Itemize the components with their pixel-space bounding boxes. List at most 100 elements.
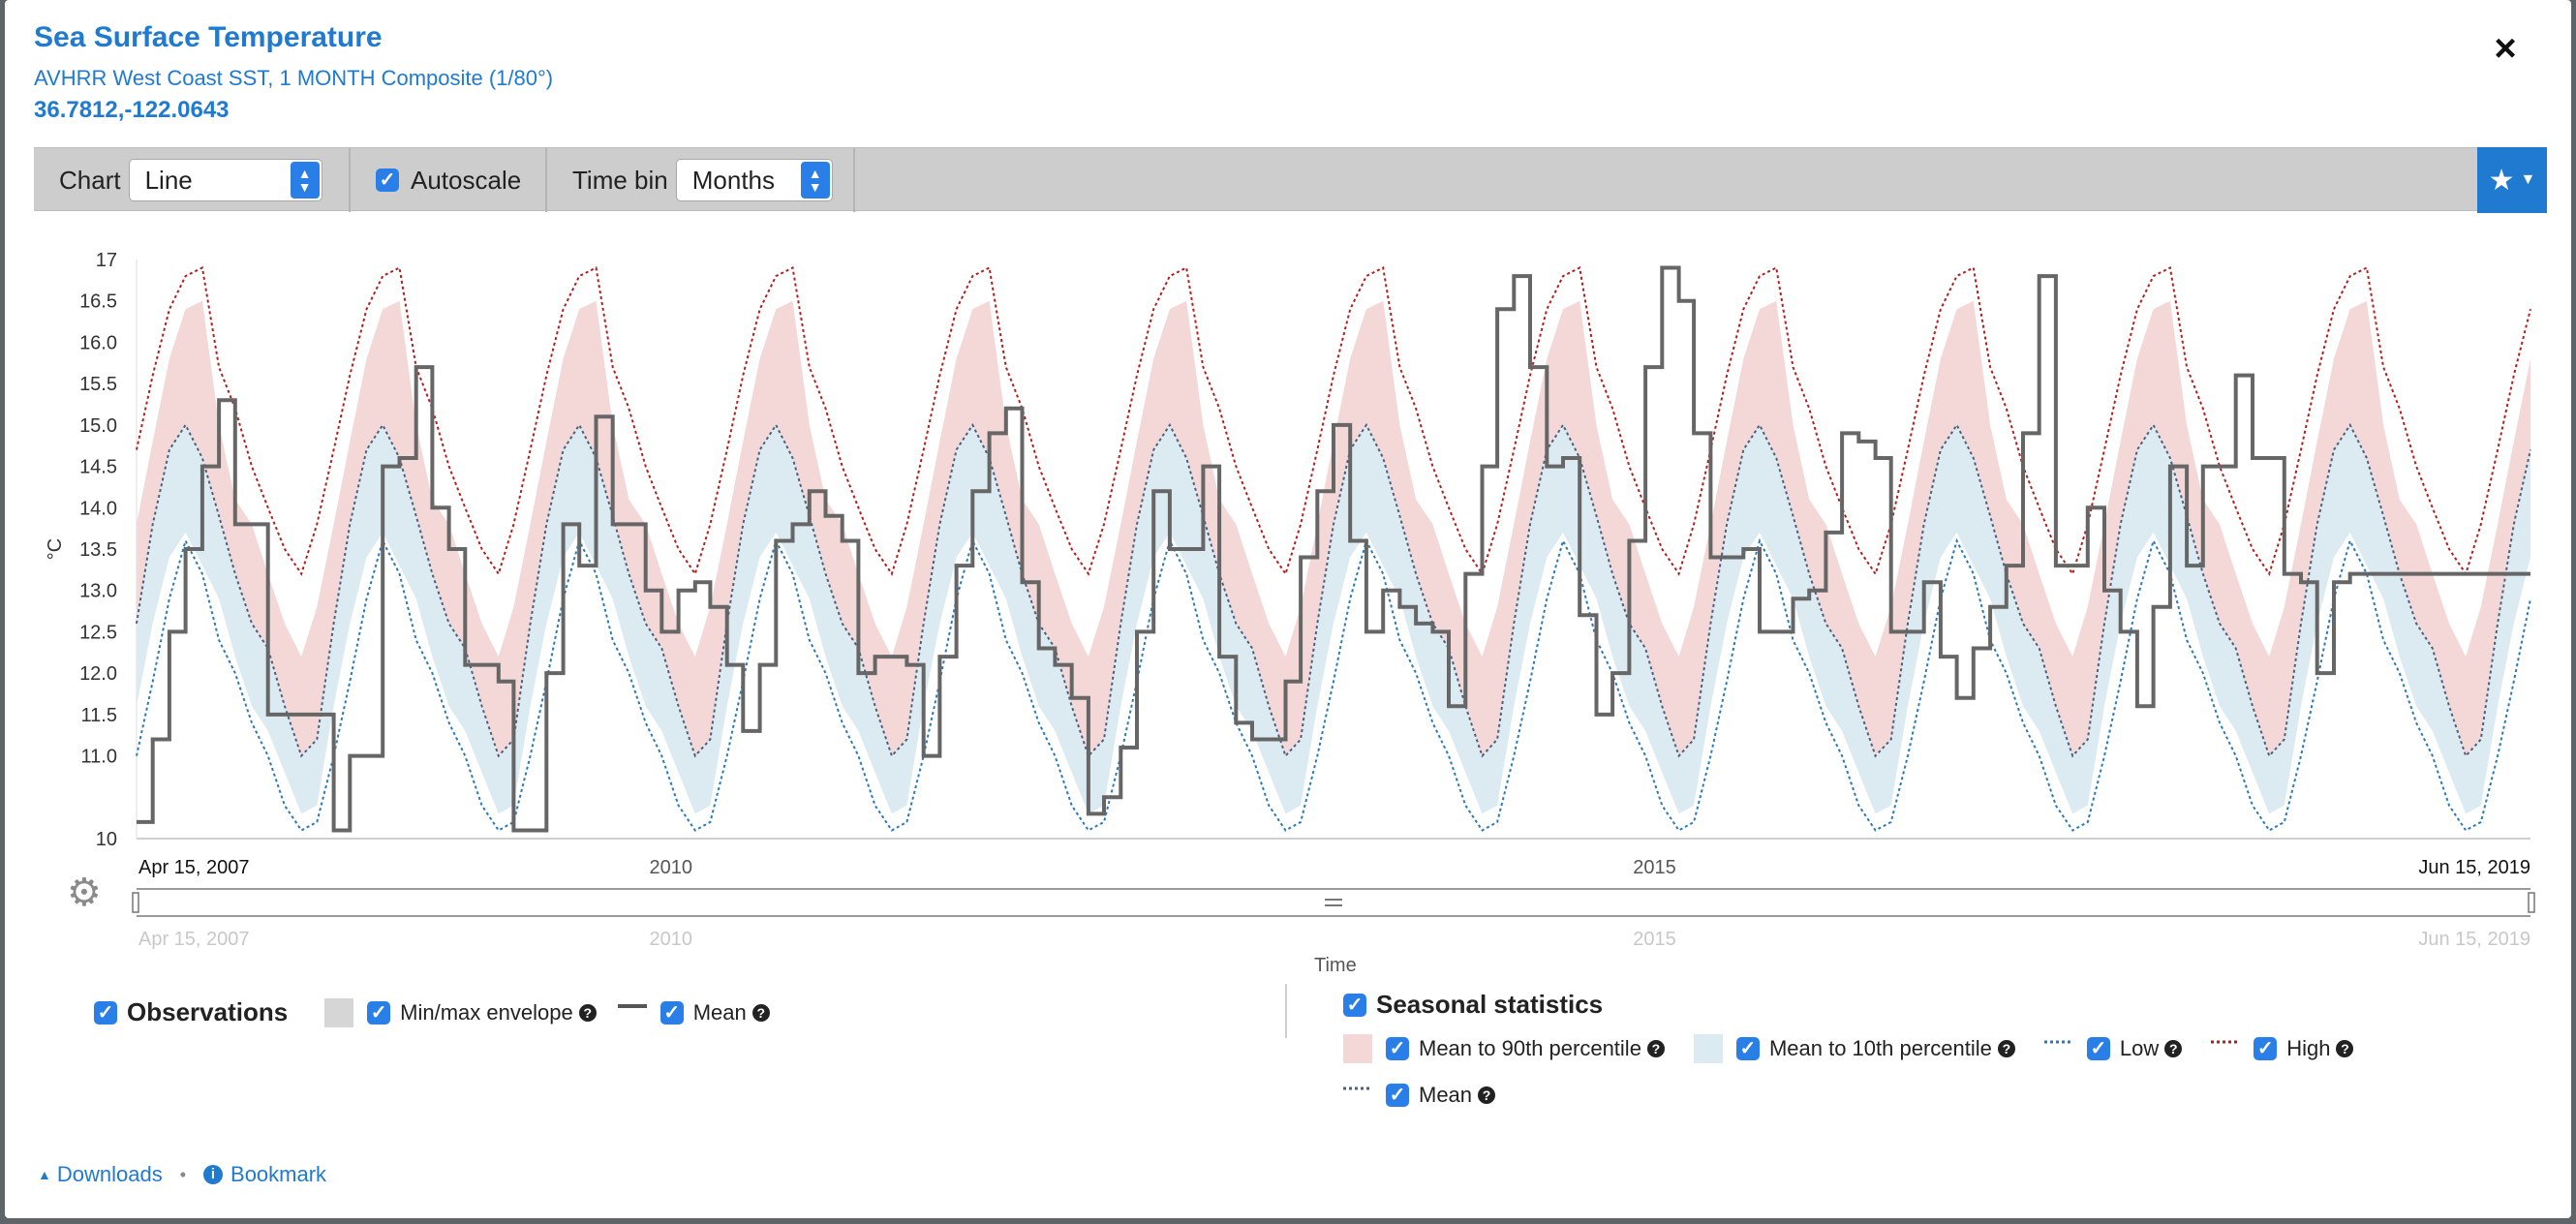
bookmark-link[interactable]: i Bookmark (203, 1162, 326, 1187)
band-10-swatch (1693, 1034, 1723, 1063)
minmax-checkbox[interactable]: ✓ (367, 1000, 391, 1025)
chart-type-label: Chart (59, 165, 121, 195)
favorites-menu-button[interactable]: ★ ▼ (2477, 147, 2547, 213)
observed-mean-label: Mean (692, 999, 747, 1025)
autoscale-group: ✓ Autoscale (351, 148, 535, 212)
y-tick-label: 12.0 (79, 663, 117, 685)
dialog-footer: ▲ Downloads • i Bookmark (38, 1162, 326, 1187)
help-icon[interactable]: ? (2336, 1040, 2354, 1057)
y-tick-label: 15.0 (79, 415, 117, 437)
minmax-label: Min/max envelope (400, 999, 573, 1025)
select-arrows-icon: ▲ ▼ (800, 162, 830, 199)
help-icon[interactable]: ? (751, 1003, 770, 1022)
toolbar-divider (545, 148, 547, 212)
high-label: High (2286, 1036, 2331, 1060)
coordinates-readout: 36.7812,-122.0643 (34, 97, 230, 123)
low-line-symbol (2043, 1040, 2073, 1044)
y-tick-label: 11.5 (81, 705, 117, 726)
y-tick-label: 14.5 (79, 457, 117, 478)
observations-checkbox[interactable]: ✓ (94, 1000, 117, 1025)
dataset-subtitle: AVHRR West Coast SST, 1 MONTH Composite … (34, 66, 554, 90)
chart-dialog: Sea Surface Temperature AVHRR West Coast… (5, 0, 2571, 1218)
toolbar-divider (853, 148, 855, 212)
help-icon[interactable]: ? (1478, 1086, 1496, 1104)
mean-to-90-label: Mean to 90th percentile (1419, 1036, 1641, 1060)
y-tick-label: 13.5 (79, 539, 117, 561)
low-checkbox[interactable]: ✓ (2086, 1037, 2110, 1060)
mean-to-10-label: Mean to 10th percentile (1768, 1036, 1992, 1060)
footer-separator: • (179, 1164, 187, 1184)
caret-up-icon: ▲ (38, 1167, 51, 1182)
navigator-right-handle (2528, 892, 2535, 913)
mean-to-10-band (137, 424, 2530, 814)
help-icon[interactable]: ? (1997, 1040, 2015, 1057)
observations-legend: ✓ Observations ✓ Min/max envelope ? ✓ Me… (94, 997, 770, 1027)
navigator-tick-label: 2015 (1633, 929, 1676, 950)
seasonal-checkbox[interactable]: ✓ (1343, 993, 1366, 1017)
help-icon[interactable]: ? (2164, 1040, 2183, 1057)
downloads-label: Downloads (56, 1162, 163, 1186)
x-tick-label: 2010 (650, 857, 693, 878)
navigator-tick-label: 2010 (650, 929, 693, 950)
high-line-symbol (2211, 1040, 2241, 1044)
seasonal-legend-header: ✓ Seasonal statistics (1343, 990, 1603, 1020)
time-series-chart[interactable]: 17 16.5 16.0 15.5 15.0 14.5 14.0 13.5 13.0 12.5 12… (5, 0, 2571, 978)
band-90-swatch (1343, 1034, 1372, 1063)
observed-mean-line (137, 265, 2530, 833)
y-tick-label: 17 (96, 250, 117, 271)
mean-line-symbol (617, 1003, 647, 1008)
observed-mean-checkbox[interactable]: ✓ (659, 1000, 684, 1025)
dialog-title: Sea Surface Temperature (34, 21, 383, 53)
chart-toolbar: Chart Line ▲ ▼ ✓ Autoscale Time bin Month… (34, 147, 2547, 213)
time-bin-select[interactable]: Months ▲ ▼ (675, 159, 833, 201)
time-navigator[interactable]: Apr 15, 2007 2010 2015 Jun 15, 2019 (132, 888, 2535, 950)
seasonal-mean-label: Mean (1419, 1083, 1473, 1107)
y-tick-label: 15.5 (79, 374, 117, 395)
high-checkbox[interactable]: ✓ (2254, 1037, 2278, 1060)
navigator-tick-label: Jun 15, 2019 (2418, 929, 2530, 950)
mean-to-90-checkbox[interactable]: ✓ (1386, 1037, 1409, 1060)
chart-type-value: Line (144, 165, 193, 195)
y-tick-label: 12.5 (79, 622, 117, 643)
y-axis-label: °C (45, 538, 66, 560)
seasonal-mean-legend: ✓ Mean ? (1343, 1081, 1496, 1110)
seasonal-legend-items: ✓ Mean to 90th percentile ? ✓ Mean to 10… (1343, 1034, 2354, 1063)
caret-down-icon: ▼ (2520, 171, 2536, 188)
star-icon: ★ (2488, 164, 2515, 197)
y-tick-label: 13.0 (79, 581, 117, 602)
observations-label: Observations (127, 997, 289, 1026)
time-bin-group: Time bin Months ▲ ▼ (547, 148, 838, 212)
chart-type-group: Chart Line ▲ ▼ (34, 148, 349, 212)
autoscale-label: Autoscale (411, 165, 522, 195)
x-tick-label: Apr 15, 2007 (138, 857, 250, 878)
navigator-tick-label: Apr 15, 2007 (138, 929, 250, 950)
y-tick-label: 10 (96, 829, 117, 850)
mean-to-10-checkbox[interactable]: ✓ (1735, 1037, 1760, 1060)
seasonal-mean-line-symbol (1343, 1086, 1372, 1090)
time-bin-value: Months (691, 165, 775, 195)
downloads-link[interactable]: ▲ Downloads (38, 1162, 163, 1187)
legend-divider (1285, 984, 1287, 1038)
low-line (136, 537, 2531, 832)
x-axis-label: Time (1314, 955, 1357, 976)
seasonal-bands (137, 300, 2530, 814)
close-icon[interactable]: × (2494, 27, 2517, 70)
toolbar-divider (349, 148, 351, 212)
seasonal-mean-line (136, 422, 2531, 758)
seasonal-label: Seasonal statistics (1376, 990, 1604, 1019)
select-arrows-icon: ▲ ▼ (290, 162, 320, 199)
help-icon[interactable]: ? (1646, 1040, 1665, 1057)
navigator-left-handle (132, 892, 139, 913)
gear-icon[interactable]: ⚙ (67, 872, 102, 914)
y-tick-label: 16.5 (79, 291, 117, 313)
autoscale-checkbox[interactable]: ✓ (376, 168, 399, 192)
chart-lines (136, 265, 2531, 833)
low-label: Low (2119, 1036, 2160, 1060)
x-tick-label: Jun 15, 2019 (2418, 857, 2530, 878)
seasonal-mean-checkbox[interactable]: ✓ (1386, 1084, 1409, 1107)
y-tick-label: 14.0 (79, 498, 117, 519)
y-tick-label: 16.0 (79, 332, 117, 353)
help-icon[interactable]: ? (578, 1003, 597, 1022)
chart-type-select[interactable]: Line ▲ ▼ (128, 159, 322, 201)
x-tick-label: 2015 (1633, 857, 1676, 878)
